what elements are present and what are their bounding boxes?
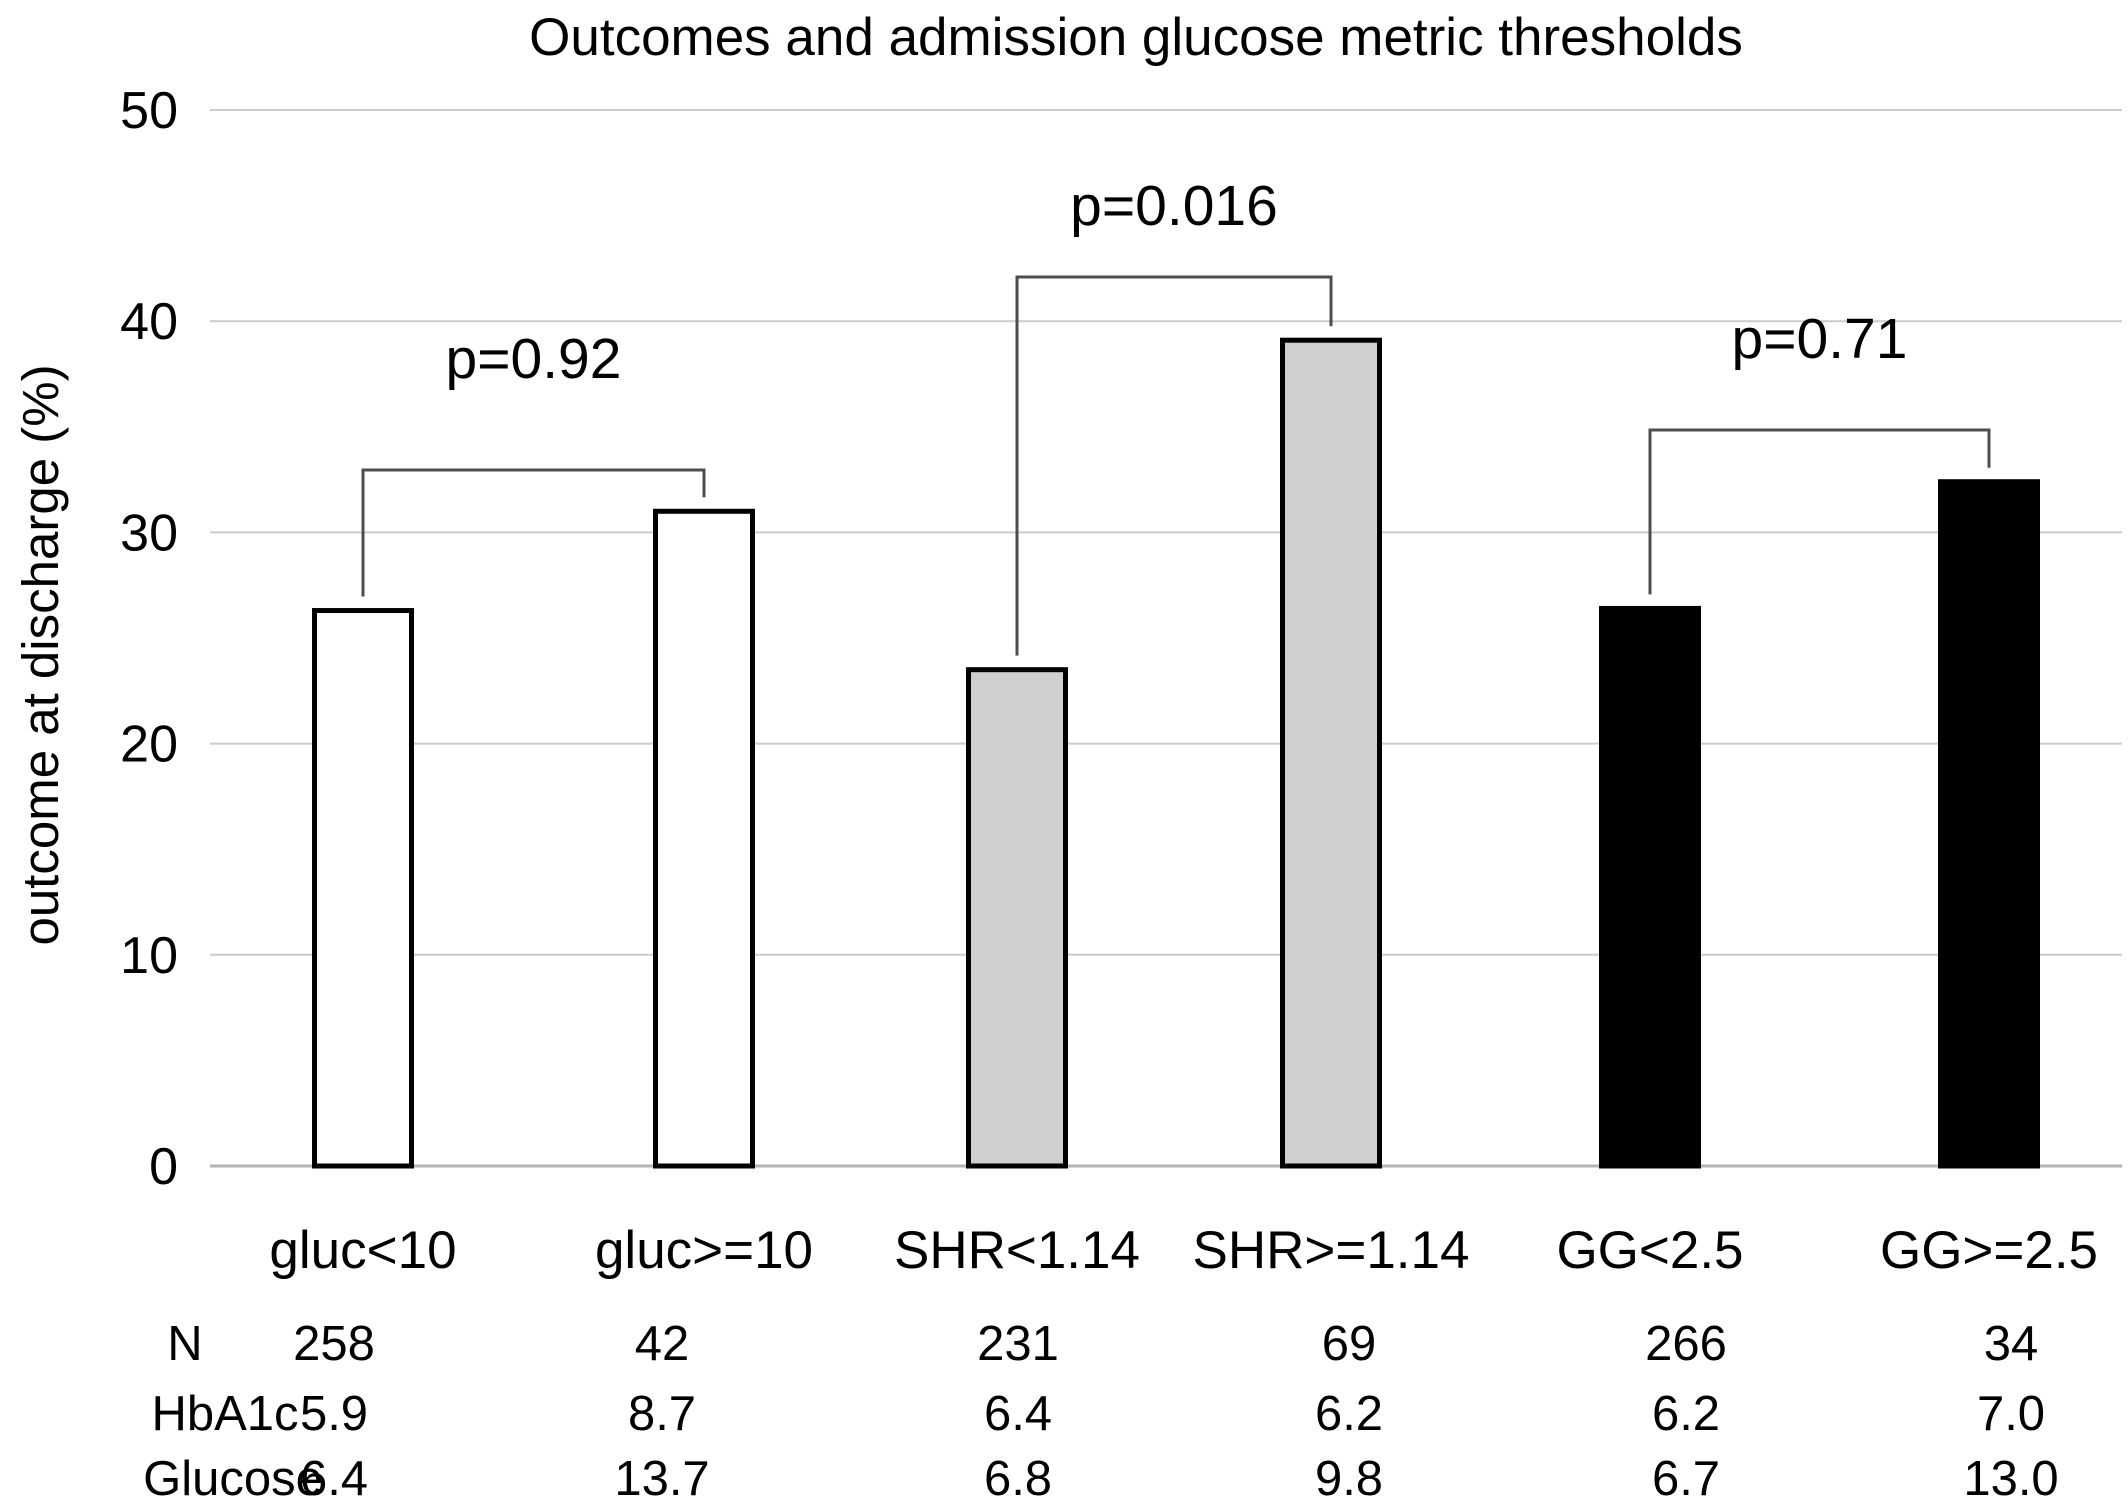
category-label: gluc>=10 [595, 1221, 813, 1280]
table-row-label: N [167, 1317, 202, 1371]
table-cell: 231 [977, 1317, 1059, 1371]
p-value-label: p=0.016 [1070, 174, 1278, 238]
y-tick-label: 40 [120, 293, 178, 351]
category-label: GG<2.5 [1556, 1221, 1743, 1280]
y-tick-label: 10 [120, 927, 178, 985]
significance-brackets: p=0.92 p=0.016 p=0.71 [361, 174, 1991, 656]
y-axis-label: outcome at discharge (%) [12, 364, 69, 945]
table-cell: 266 [1645, 1317, 1727, 1371]
gridlines [210, 109, 2122, 1168]
table-cell: 6.2 [1652, 1387, 1720, 1441]
bar [966, 667, 1068, 1169]
chart-title: Outcomes and admission glucose metric th… [529, 8, 1743, 67]
table-row-label: Glucose [143, 1452, 323, 1499]
table-cell: 42 [635, 1317, 690, 1371]
table-cell: 9.8 [1315, 1452, 1383, 1499]
bar [1599, 605, 1701, 1169]
summary-table: N 258 42 231 69 266 34 HbA1c 5.9 8.7 6.4 6.2 6.2 7.0 G… [143, 1317, 2059, 1499]
bar [312, 608, 414, 1169]
table-cell: 5.9 [300, 1387, 368, 1441]
table-cell: 13.0 [1963, 1452, 2058, 1499]
category-label: GG>=2.5 [1880, 1221, 2098, 1280]
bar [1938, 479, 2040, 1169]
y-axis-ticks: 0 10 20 30 40 50 [120, 82, 178, 1196]
significance-bracket [1015, 275, 1333, 656]
y-tick-label: 30 [120, 504, 178, 562]
y-tick-label: 0 [149, 1138, 178, 1196]
table-cell: 6.2 [1315, 1387, 1383, 1441]
bar [653, 508, 755, 1169]
table-cell: 6.8 [984, 1452, 1052, 1499]
significance-bracket [1648, 428, 1991, 595]
table-cell: 6.7 [1652, 1452, 1720, 1499]
table-cell: 7.0 [1977, 1387, 2045, 1441]
bars [312, 337, 2040, 1169]
category-label: SHR<1.14 [894, 1221, 1140, 1280]
table-cell: 258 [293, 1317, 375, 1371]
table-cell: 6.4 [984, 1387, 1052, 1441]
p-value-label: p=0.92 [446, 327, 622, 391]
y-tick-label: 50 [120, 82, 178, 140]
bar [1280, 337, 1382, 1169]
p-value-label: p=0.71 [1732, 307, 1908, 371]
table-cell: 6.4 [300, 1452, 368, 1499]
x-axis-categories: gluc<10 gluc>=10 SHR<1.14 SHR>=1.14 GG<2.5 GG… [269, 1221, 2098, 1280]
table-cell: 13.7 [614, 1452, 709, 1499]
significance-bracket [361, 468, 706, 597]
y-tick-label: 20 [120, 716, 178, 774]
category-label: SHR>=1.14 [1193, 1221, 1470, 1280]
category-label: gluc<10 [269, 1221, 456, 1280]
table-cell: 69 [1322, 1317, 1377, 1371]
table-row-label: HbA1c [151, 1387, 298, 1441]
table-cell: 34 [1984, 1317, 2039, 1371]
table-cell: 8.7 [628, 1387, 696, 1441]
